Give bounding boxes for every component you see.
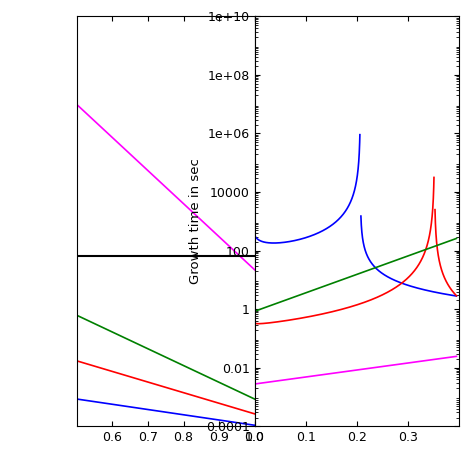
Y-axis label: Growth time in sec: Growth time in sec bbox=[189, 158, 202, 284]
